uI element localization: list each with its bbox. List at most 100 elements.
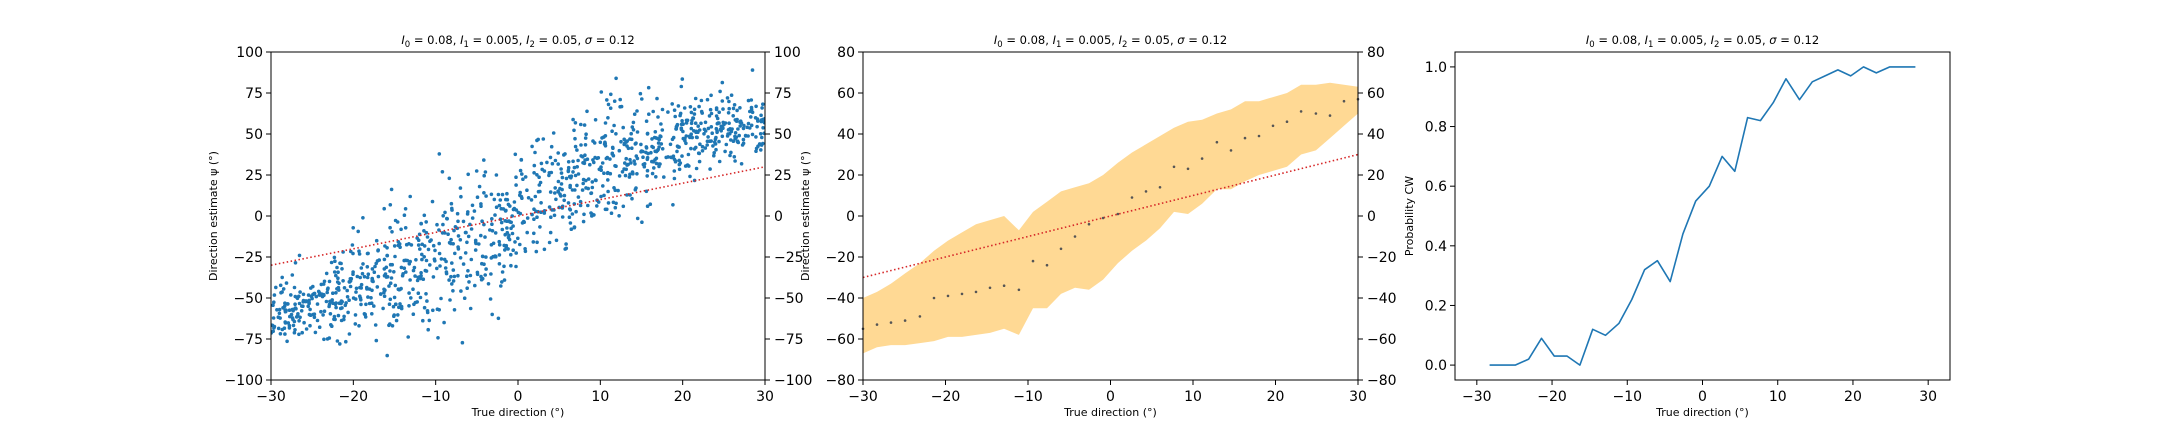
scatter-point xyxy=(497,203,502,208)
y-tick-label: 0 xyxy=(846,209,855,225)
mean-marker xyxy=(1031,259,1035,263)
scatter-point xyxy=(416,243,421,247)
mean-marker xyxy=(1257,134,1261,138)
mean-marker xyxy=(932,296,936,300)
scatter-point xyxy=(564,242,568,246)
scatter-point xyxy=(654,175,658,179)
scatter-point xyxy=(556,162,560,166)
mean-marker xyxy=(918,315,922,318)
scatter-point xyxy=(680,119,684,123)
x-tick-label: −30 xyxy=(1462,389,1492,405)
scatter-point xyxy=(656,115,660,119)
scatter-point xyxy=(683,164,688,168)
scatter-point xyxy=(603,121,608,125)
scatter-point xyxy=(569,227,574,231)
scatter-point xyxy=(443,210,447,215)
scatter-point xyxy=(687,134,692,139)
scatter-point xyxy=(296,312,300,316)
scatter-point xyxy=(367,287,372,291)
scatter-point xyxy=(583,143,588,147)
scatter-point xyxy=(754,135,758,139)
scatter-point xyxy=(394,318,399,323)
scatter-point xyxy=(695,135,699,140)
title-subscript: 0 xyxy=(997,40,1002,50)
scatter-point xyxy=(724,142,729,147)
scatter-point xyxy=(680,77,685,81)
scatter-point xyxy=(388,203,393,207)
scatter-point xyxy=(761,126,765,130)
scatter-point xyxy=(623,141,627,145)
scatter-point xyxy=(756,119,760,123)
scatter-point xyxy=(509,252,513,257)
scatter-point xyxy=(289,312,294,317)
scatter-point xyxy=(502,264,506,269)
scatter-point xyxy=(424,230,429,235)
scatter-point xyxy=(548,190,553,194)
scatter-point xyxy=(518,242,522,247)
scatter-point xyxy=(396,313,400,317)
scatter-point xyxy=(535,215,539,219)
scatter-point xyxy=(456,273,460,278)
title-segment: = 0.12 xyxy=(592,33,635,47)
scatter-point xyxy=(760,106,764,110)
y-tick-label: 20 xyxy=(837,168,855,184)
scatter-point xyxy=(505,197,510,202)
scatter-point xyxy=(632,159,636,163)
scatter-point xyxy=(635,172,639,176)
scatter-points xyxy=(271,68,765,358)
scatter-point xyxy=(321,282,326,286)
title-subscript: 2 xyxy=(1122,40,1127,50)
scatter-point xyxy=(596,156,601,160)
scatter-point xyxy=(688,105,693,109)
mean-marker xyxy=(889,321,893,324)
scatter-point xyxy=(358,275,363,280)
scatter-point xyxy=(629,161,633,165)
scatter-point xyxy=(345,295,350,299)
scatter-point xyxy=(438,264,442,268)
scatter-point xyxy=(631,171,635,176)
scatter-point xyxy=(692,107,697,112)
scatter-point xyxy=(714,106,719,110)
scatter-point xyxy=(325,290,330,295)
scatter-point xyxy=(411,268,416,273)
scatter-point xyxy=(568,185,572,190)
scatter-point xyxy=(533,150,537,155)
x-tick-label: 10 xyxy=(1769,389,1787,405)
scatter-point xyxy=(361,262,365,266)
scatter-point xyxy=(333,317,337,322)
scatter-point xyxy=(624,167,628,172)
scatter-point xyxy=(456,219,460,224)
scatter-point xyxy=(571,159,575,164)
scatter-point xyxy=(612,99,617,103)
mean-marker xyxy=(1299,110,1303,113)
scatter-point xyxy=(292,285,297,290)
scatter-point xyxy=(750,110,755,115)
scatter-point xyxy=(609,92,613,97)
scatter-point xyxy=(361,216,365,220)
x-tick-label: 20 xyxy=(1844,389,1862,405)
scatter-point xyxy=(451,268,456,272)
title-segment: I xyxy=(994,33,998,47)
scatter-point xyxy=(537,175,541,179)
scatter-point xyxy=(689,126,694,131)
scatter-point xyxy=(545,160,549,165)
scatter-point xyxy=(566,165,571,170)
scatter-point xyxy=(475,195,480,199)
scatter-point xyxy=(482,173,487,178)
scatter-point xyxy=(503,219,508,223)
scatter-point xyxy=(547,240,552,245)
scatter-point xyxy=(393,254,397,259)
scatter-point xyxy=(354,290,358,294)
scatter-point xyxy=(590,180,595,184)
axes-frame xyxy=(1454,51,1951,381)
scatter-point xyxy=(481,254,485,259)
scatter-point xyxy=(621,125,625,130)
scatter-point xyxy=(735,108,739,113)
scatter-point xyxy=(532,217,536,221)
scatter-point xyxy=(497,253,502,257)
scatter-point xyxy=(431,275,436,279)
scatter-point xyxy=(505,191,509,196)
scatter-point xyxy=(344,339,348,344)
right-y-tick-label: −100 xyxy=(774,373,812,389)
scatter-point xyxy=(532,163,537,168)
